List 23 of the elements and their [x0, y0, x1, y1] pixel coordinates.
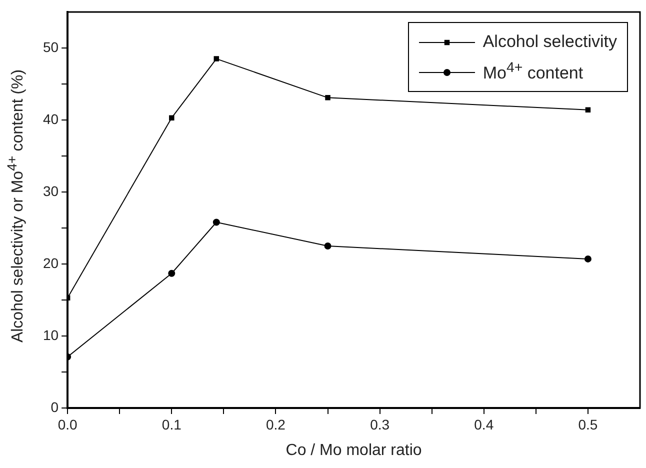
x-tick-label: 0.5 — [578, 416, 598, 432]
x-tick-label: 0.0 — [58, 416, 78, 432]
y-tick-label: 40 — [42, 110, 59, 127]
y-tick-label: 10 — [42, 326, 59, 343]
y-tick-label: 20 — [42, 254, 59, 271]
point — [212, 218, 220, 226]
x-tick-label: 0.2 — [266, 416, 286, 432]
x-axis-title: Co / Mo molar ratio — [286, 442, 422, 459]
point — [324, 242, 332, 250]
point — [169, 115, 174, 120]
y-tick-label: 30 — [42, 182, 59, 199]
y-tick-label: 0 — [50, 398, 59, 415]
point — [584, 255, 592, 262]
point — [585, 107, 591, 113]
x-tick-label: 0.4 — [474, 416, 494, 432]
legend-label: Alcohol selectivity — [482, 32, 617, 52]
y-tick-label: 50 — [42, 38, 59, 55]
x-tick-label: 0.3 — [370, 416, 390, 432]
x-tick-label: 0.1 — [162, 416, 182, 432]
point — [214, 56, 220, 62]
legend-label: Mo$^{4+}$ content — [482, 60, 584, 84]
point — [168, 270, 176, 277]
point — [325, 95, 330, 100]
